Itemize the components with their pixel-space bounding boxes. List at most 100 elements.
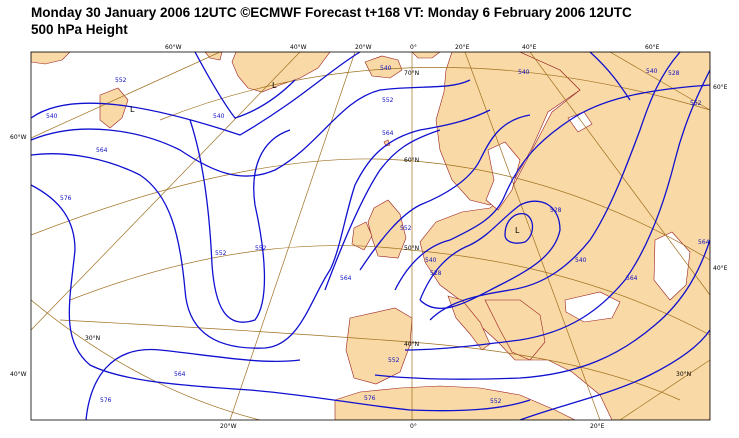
contour-label: 540 [425, 257, 437, 264]
low-center-baltic: L [515, 226, 520, 235]
contour-label: 528 [668, 70, 680, 77]
lon-label-top: 60°E [645, 44, 660, 51]
meridian-40e [529, 52, 710, 296]
contour-label: 552 [382, 97, 394, 104]
map-subtitle: 500 hPa Height [31, 22, 128, 37]
lat-label-30n-west: 30°N [85, 335, 100, 342]
land-areas [31, 52, 710, 420]
contour-label: 552 [400, 225, 412, 232]
parallel-30n-east [619, 359, 710, 420]
lat-label-70n: 70°N [404, 70, 419, 77]
contour-552-east [404, 69, 710, 351]
contour-576-southeast [519, 329, 710, 420]
contour-540-central [394, 84, 710, 291]
lon-label-bottom: 20°W [220, 423, 237, 430]
meridian-20e [464, 52, 601, 420]
contour-label: 540 [646, 68, 658, 75]
contour-540-east [429, 52, 681, 321]
contour-label: 528 [430, 270, 442, 277]
lon-label-bottom: 0° [410, 423, 417, 430]
contour-528-inner [504, 213, 534, 244]
lat-label-40n: 40°N [404, 341, 419, 348]
meridian-40w [31, 52, 301, 331]
eurasia-east [419, 52, 710, 420]
parallel-50n [69, 245, 710, 336]
meridian-20w [229, 52, 356, 420]
contour-540-west [31, 52, 361, 136]
contour-552-central [359, 114, 531, 271]
north-africa [334, 385, 576, 420]
low-center-greenland: L [272, 81, 277, 90]
contour-label-group: 540 540 540 552 552 552 564 564 564 576 … [46, 65, 710, 405]
lat-label-60n: 60°N [404, 157, 419, 164]
lon-label-top: 20°W [355, 44, 372, 51]
contour-552-trough [189, 119, 291, 323]
labrador [99, 87, 129, 129]
canada-arctic [31, 52, 71, 65]
graticule [31, 52, 710, 420]
contour-528-low-loop [419, 200, 561, 310]
lat-label-50n: 50°N [404, 245, 419, 252]
contour-label: 552 [215, 250, 227, 257]
contour-label: 540 [380, 65, 392, 72]
lon-label-bottom: 20°E [590, 423, 605, 430]
lon-label-top: 0° [410, 44, 417, 51]
contour-564-east [324, 129, 441, 291]
contour-576-ridge [85, 348, 301, 420]
contour-label: 564 [96, 147, 108, 154]
contour-564 [31, 109, 491, 349]
great-britain [367, 199, 407, 259]
contour-label: 552 [388, 357, 400, 364]
height-contours [31, 52, 710, 420]
parallel-40n [59, 319, 681, 401]
baltic-sea [485, 141, 521, 211]
lat-label-30n-east: 30°N [676, 371, 691, 378]
lon-label-top: 40°E [522, 44, 537, 51]
svalbard [411, 52, 441, 59]
low-center-labrador: L [130, 105, 135, 114]
parallel-30n [31, 299, 261, 420]
lon-label-right: 40°E [713, 265, 728, 272]
parallel-70n [159, 67, 710, 121]
iceland [364, 55, 403, 79]
contour-label: 540 [46, 113, 58, 120]
contour-label: 564 [174, 371, 186, 378]
contour-label: 552 [490, 398, 502, 405]
balkans [484, 299, 546, 361]
contour-label: 564 [626, 275, 638, 282]
lon-label-left: 60°W [10, 134, 27, 141]
italy [447, 295, 491, 351]
iceland-small [383, 139, 391, 147]
iberia [345, 307, 413, 385]
contour-label: 552 [115, 77, 127, 84]
contour-576-west [31, 184, 531, 412]
contour-label: 576 [100, 397, 112, 404]
inland-seas [485, 111, 691, 323]
contour-label: 576 [60, 195, 72, 202]
meridian-60w [31, 52, 221, 139]
contour-label: 540 [213, 113, 225, 120]
caspian-sea [653, 231, 691, 301]
contour-564-southeast [374, 239, 710, 380]
contour-label: 552 [690, 100, 702, 107]
map-frame [30, 51, 711, 421]
contour-564-northeast [589, 52, 631, 101]
contour-label: 564 [382, 130, 394, 137]
contour-label: 540 [575, 257, 587, 264]
contour-label: 576 [364, 395, 376, 402]
contour-label: 564 [340, 275, 352, 282]
contour-552-west [31, 79, 471, 177]
lon-label-top: 40°W [290, 44, 307, 51]
contour-label: 564 [698, 239, 710, 246]
contour-540-north-loop [194, 52, 296, 119]
lon-label-top: 20°E [455, 44, 470, 51]
contour-label: 552 [255, 245, 267, 252]
lon-label-left: 40°W [10, 371, 27, 378]
lon-label-top: 60°W [165, 44, 182, 51]
contour-label: 528 [550, 207, 562, 214]
greenland-west-fragment [204, 52, 223, 61]
parallel-60n [31, 158, 710, 261]
lon-label-right: 60°E [713, 84, 728, 91]
map-title: Monday 30 January 2006 12UTC ©ECMWF Fore… [31, 5, 632, 20]
